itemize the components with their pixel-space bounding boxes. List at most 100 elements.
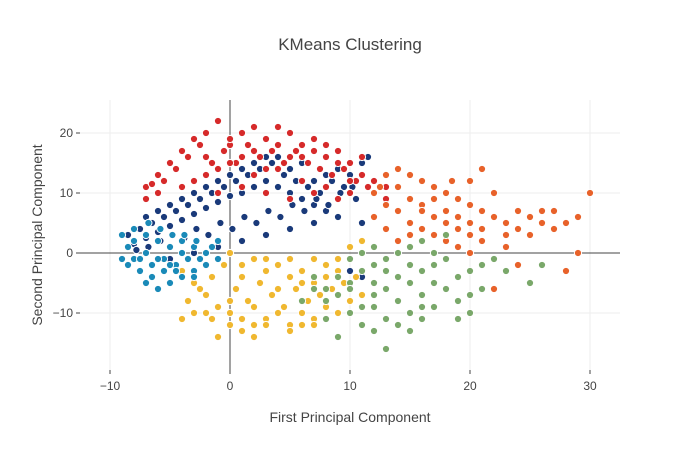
data-point: [465, 200, 475, 210]
data-point: [213, 332, 223, 342]
data-point: [177, 194, 187, 204]
data-point: [477, 284, 487, 294]
data-point: [465, 290, 475, 300]
data-point: [225, 158, 235, 168]
data-point: [453, 194, 463, 204]
data-point: [549, 206, 559, 216]
data-point: [225, 170, 235, 180]
chart-title: KMeans Clustering: [278, 35, 422, 54]
data-point: [429, 248, 439, 258]
data-point: [345, 308, 355, 318]
data-point: [321, 152, 331, 162]
data-point: [225, 134, 235, 144]
data-point: [273, 152, 283, 162]
data-point: [117, 254, 127, 264]
data-point: [357, 170, 367, 180]
data-point: [297, 194, 307, 204]
data-point: [357, 266, 367, 276]
data-point: [441, 206, 451, 216]
data-point: [333, 158, 343, 168]
data-point: [291, 284, 301, 294]
x-tick-label: −10: [100, 379, 121, 393]
data-point: [207, 272, 217, 282]
data-point: [249, 302, 259, 312]
data-point: [297, 152, 307, 162]
data-point: [333, 332, 343, 342]
data-point: [477, 224, 487, 234]
data-point: [513, 224, 523, 234]
data-point: [333, 290, 343, 300]
data-point: [309, 188, 319, 198]
data-point: [168, 230, 177, 240]
data-point: [255, 152, 265, 162]
data-point: [333, 146, 343, 156]
data-point: [201, 308, 211, 318]
data-point: [219, 146, 229, 156]
data-point: [249, 170, 259, 180]
data-point: [489, 284, 499, 294]
data-point: [165, 278, 175, 288]
data-point: [381, 200, 391, 210]
data-point: [303, 158, 313, 168]
data-point: [201, 182, 211, 192]
data-point: [477, 260, 487, 270]
axis-ticks: −10 0 10 20 30 −10 0 10 20: [53, 126, 597, 393]
data-point: [333, 212, 343, 222]
data-point: [297, 320, 307, 330]
data-point: [429, 212, 439, 222]
data-point: [381, 266, 391, 276]
data-point: [147, 260, 157, 270]
data-point: [261, 134, 271, 144]
data-point: [189, 176, 199, 186]
data-point: [285, 194, 295, 204]
data-point: [315, 290, 325, 300]
data-point: [429, 260, 439, 270]
data-point: [525, 278, 535, 288]
data-point: [225, 248, 235, 258]
data-point: [177, 146, 187, 156]
data-point: [123, 260, 133, 270]
data-point: [285, 128, 295, 138]
data-point: [417, 314, 427, 324]
data-point: [381, 284, 391, 294]
data-point: [132, 245, 141, 255]
data-point: [141, 278, 151, 288]
x-tick-label: 30: [583, 379, 597, 393]
data-point: [213, 176, 223, 186]
data-point: [261, 320, 271, 330]
data-point: [141, 230, 151, 240]
data-point: [228, 224, 237, 234]
data-point: [279, 170, 289, 180]
data-point: [315, 164, 325, 174]
data-points: [117, 116, 595, 354]
data-point: [255, 278, 265, 288]
data-point: [417, 302, 427, 312]
data-point: [297, 278, 307, 288]
data-point: [339, 182, 349, 192]
data-point: [249, 254, 259, 264]
data-point: [153, 254, 163, 264]
data-point: [393, 272, 403, 282]
data-point: [417, 224, 427, 234]
data-point: [207, 314, 217, 324]
data-point: [477, 164, 487, 174]
data-point: [273, 122, 283, 132]
data-point: [321, 272, 331, 282]
data-point: [333, 308, 343, 318]
data-point: [189, 134, 199, 144]
data-point: [285, 164, 295, 174]
data-point: [249, 182, 259, 192]
data-point: [417, 266, 427, 276]
data-point: [441, 284, 451, 294]
data-point: [273, 308, 283, 318]
data-point: [177, 215, 187, 225]
data-point: [501, 266, 511, 276]
data-point: [237, 326, 247, 336]
data-point: [267, 146, 277, 156]
data-point: [369, 260, 379, 270]
data-point: [357, 248, 367, 258]
data-point: [285, 254, 295, 264]
data-point: [117, 230, 127, 240]
data-point: [159, 212, 169, 222]
